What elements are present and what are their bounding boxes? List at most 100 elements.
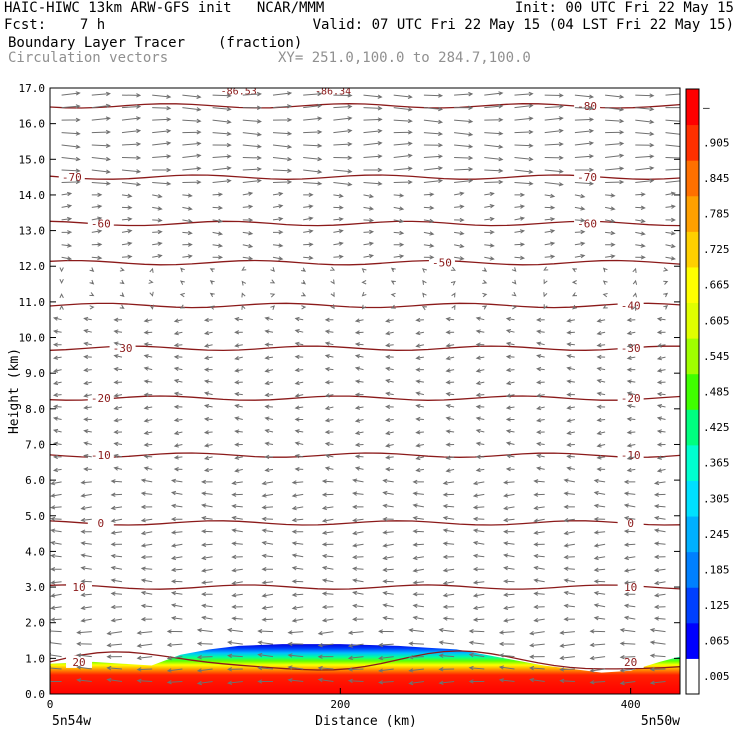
wind-vector	[203, 455, 213, 461]
wind-vector	[121, 205, 133, 210]
wind-vector	[261, 540, 274, 546]
wind-vector	[536, 429, 545, 435]
wind-vector	[619, 654, 636, 660]
wind-vector	[291, 541, 304, 546]
wind-vector	[110, 553, 123, 559]
wind-vector	[533, 518, 545, 523]
wind-vector	[571, 268, 578, 273]
wind-vector	[385, 455, 394, 460]
wind-vector	[61, 204, 73, 209]
wind-vector	[378, 642, 394, 648]
wind-vector	[385, 366, 394, 372]
colorbar-label: .185	[703, 563, 730, 576]
isotherm-label: 20	[624, 656, 637, 669]
wind-vector	[593, 530, 606, 535]
wind-vector	[514, 129, 534, 135]
wind-vector	[505, 466, 515, 472]
wind-vector	[649, 640, 666, 645]
wind-vector	[196, 628, 213, 633]
wind-vector	[257, 652, 274, 658]
wind-vector	[475, 428, 485, 434]
wind-vector	[113, 441, 123, 447]
wind-vector	[201, 580, 213, 585]
wind-vector	[438, 640, 455, 645]
wind-vector	[121, 169, 142, 174]
wind-vector	[50, 665, 62, 671]
wind-vector	[475, 454, 485, 460]
wind-vector	[303, 242, 314, 247]
wind-vector	[324, 329, 334, 334]
wind-vector	[143, 392, 153, 397]
wind-vector	[182, 254, 193, 259]
wind-vector	[385, 443, 394, 448]
wind-vector	[390, 280, 396, 285]
wind-vector	[152, 194, 163, 199]
wind-vector	[663, 280, 669, 285]
wind-vector	[635, 106, 655, 112]
wind-vector	[382, 503, 394, 509]
wind-vector	[412, 591, 424, 597]
wind-vector	[52, 342, 62, 347]
wind-vector	[454, 144, 474, 149]
wind-vector	[635, 178, 655, 184]
wind-vector	[363, 154, 383, 159]
wind-vector	[121, 182, 142, 187]
wind-vector	[423, 142, 444, 148]
wind-vector	[623, 568, 636, 573]
wind-vector	[442, 616, 455, 621]
wind-vector	[50, 516, 62, 522]
wind-vector	[536, 366, 545, 372]
wind-vector	[294, 367, 304, 373]
wind-vector	[626, 367, 636, 372]
wind-vector	[212, 192, 224, 197]
wind-vector	[166, 668, 183, 673]
wind-vector	[514, 255, 526, 260]
wind-vector	[231, 515, 243, 521]
wind-vector	[415, 467, 424, 473]
wind-vector	[354, 418, 364, 423]
wind-vector	[321, 542, 334, 547]
wind-vector	[264, 380, 274, 386]
wind-vector	[242, 231, 254, 236]
wind-vector	[52, 392, 62, 398]
wind-vector	[140, 491, 153, 496]
wind-vector	[596, 417, 606, 423]
wind-vector	[110, 492, 123, 497]
wind-vector	[106, 630, 123, 636]
wind-vector	[182, 179, 202, 185]
wind-vector	[106, 654, 123, 659]
wind-vector	[385, 417, 394, 423]
colorbar-swatch	[686, 195, 699, 232]
wind-vector	[119, 304, 125, 309]
wind-vector	[152, 141, 172, 146]
wind-vector	[632, 279, 638, 285]
wind-vector	[152, 167, 172, 173]
wind-vector	[303, 103, 323, 109]
y-tick-label: 14.0	[19, 189, 46, 202]
wind-vector	[173, 455, 183, 460]
wind-vector	[110, 618, 123, 623]
wind-vector	[352, 578, 364, 583]
isotherm-line	[50, 650, 680, 671]
wind-vector	[80, 541, 92, 546]
wind-vector	[454, 132, 474, 137]
wind-vector	[91, 91, 111, 97]
wind-vector	[393, 118, 413, 124]
wind-vector	[231, 568, 243, 573]
wind-vector	[422, 279, 427, 285]
wind-vector	[166, 642, 183, 648]
wind-vector	[589, 629, 606, 634]
wind-vector	[152, 128, 172, 134]
wind-vector	[393, 130, 413, 135]
wind-vector	[574, 167, 595, 173]
wind-vector	[234, 330, 243, 335]
wind-vector	[50, 553, 62, 559]
isotherm-label: 10	[72, 581, 85, 594]
wind-vector	[468, 652, 485, 658]
wind-vector	[182, 230, 193, 236]
wind-vector	[589, 668, 606, 673]
wind-vector	[653, 480, 666, 486]
wind-vector	[80, 505, 92, 511]
colorbar-swatch	[686, 124, 699, 161]
